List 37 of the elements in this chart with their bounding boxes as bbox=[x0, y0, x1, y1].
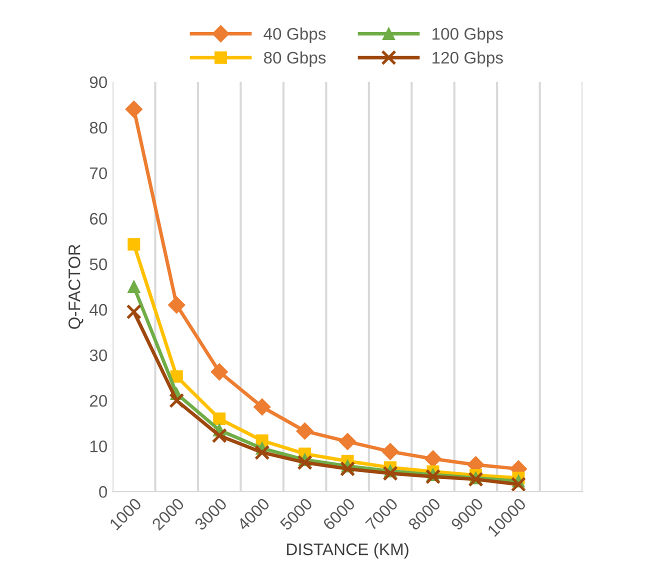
point bbox=[128, 238, 140, 251]
point bbox=[168, 392, 184, 408]
point bbox=[125, 100, 142, 118]
y-tick-label: 70 bbox=[90, 167, 108, 180]
y-tick-label: 20 bbox=[90, 394, 108, 407]
point bbox=[210, 363, 228, 380]
point bbox=[510, 476, 526, 492]
point bbox=[126, 304, 142, 320]
y-tick-label: 80 bbox=[90, 122, 108, 134]
point bbox=[340, 461, 356, 476]
legend-label: 100 Gbps bbox=[432, 28, 503, 44]
legend-label: 120 Gbps bbox=[432, 51, 503, 67]
x-axis-title: DISTANCE (KM) bbox=[287, 542, 408, 559]
point bbox=[168, 296, 186, 314]
point bbox=[296, 422, 314, 440]
point bbox=[382, 466, 398, 482]
point bbox=[254, 398, 271, 416]
point bbox=[128, 280, 140, 294]
y-tick-label: 60 bbox=[90, 212, 108, 225]
legend-label: 40 Gbps bbox=[264, 28, 326, 44]
y-tick-label: 10 bbox=[90, 440, 108, 452]
point bbox=[382, 442, 399, 460]
point bbox=[170, 370, 183, 383]
y-tick-label: 50 bbox=[90, 258, 108, 270]
point bbox=[424, 450, 442, 468]
y-axis-title: Q-FACTOR bbox=[68, 244, 84, 329]
legend-label: 80 Gbps bbox=[264, 51, 326, 67]
y-tick-label: 0 bbox=[99, 486, 108, 498]
y-tick-label: 30 bbox=[90, 349, 108, 362]
point bbox=[297, 454, 312, 470]
point bbox=[425, 468, 441, 484]
point bbox=[213, 412, 226, 426]
y-tick-label: 40 bbox=[90, 304, 108, 316]
point bbox=[254, 444, 270, 460]
y-tick-label: 90 bbox=[90, 76, 108, 88]
point bbox=[339, 432, 356, 450]
point bbox=[212, 428, 227, 444]
